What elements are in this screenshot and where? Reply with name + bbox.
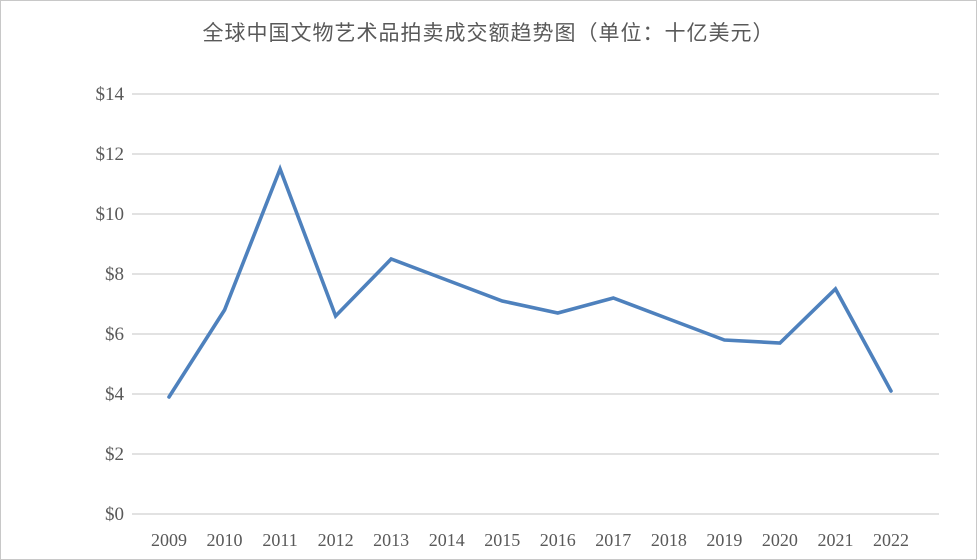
y-axis-tick-label: $0: [105, 504, 124, 525]
y-axis-tick-label: $4: [105, 384, 125, 405]
y-axis-tick-label: $14: [96, 84, 125, 105]
x-axis-tick-label: 2021: [817, 530, 853, 550]
x-axis-tick-label: 2016: [540, 530, 576, 550]
y-axis-tick-label: $8: [105, 264, 124, 285]
x-axis-tick-label: 2009: [151, 530, 187, 550]
x-axis-tick-label: 2011: [262, 530, 297, 550]
data-line-series: [167, 163, 893, 399]
x-axis-tick-label: 2014: [429, 530, 465, 550]
x-axis-tick-label: 2020: [762, 530, 798, 550]
x-axis-tick-label: 2015: [484, 530, 520, 550]
chart-title: 全球中国文物艺术品拍卖成交额趋势图（单位：十亿美元）: [202, 21, 775, 45]
x-axis-tick-label: 2017: [595, 530, 631, 550]
y-axis-tick-label: $6: [105, 324, 124, 345]
x-axis-tick-label: 2019: [706, 530, 742, 550]
y-axis-tick-label: $2: [105, 444, 124, 465]
x-axis-tick-label: 2013: [373, 530, 409, 550]
x-axis-tick-label: 2018: [651, 530, 687, 550]
x-axis-tick-label: 2010: [207, 530, 243, 550]
x-axis-tick-label: 2022: [873, 530, 909, 550]
x-axis-tick-label: 2012: [318, 530, 354, 550]
y-axis-tick-label: $12: [96, 144, 125, 165]
y-axis-tick-label: $10: [96, 204, 125, 225]
